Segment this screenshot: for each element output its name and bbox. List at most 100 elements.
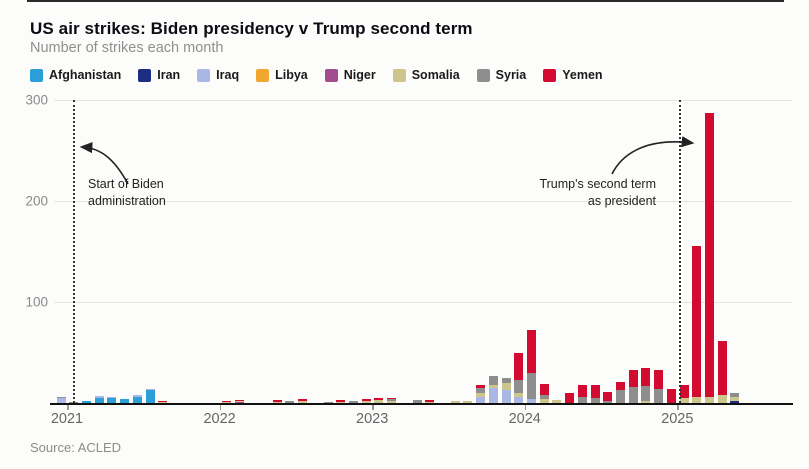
bar-2022-11-somalia (336, 401, 346, 403)
legend-item-afghanistan: Afghanistan (30, 68, 121, 82)
bar-2022-02-somalia (221, 401, 231, 403)
bar-2021-01-syria (56, 396, 66, 398)
bar-2024-08-syria (603, 400, 613, 403)
x-axis-tick-2023 (372, 405, 374, 410)
bar-2023-03-syria (387, 398, 397, 401)
bar-2023-05-syria (412, 399, 422, 403)
bar-2023-01-yemen (361, 398, 371, 401)
bar-2021-05-afghanistan (107, 397, 117, 403)
legend-swatch-icon (30, 68, 43, 82)
bar-2025-05-yemen (717, 341, 727, 395)
legend-swatch-icon (197, 68, 211, 82)
bar-2023-10-somalia (476, 392, 486, 397)
x-axis-tick-2024 (524, 405, 527, 410)
bar-2024-12-yemen (654, 369, 664, 389)
bar-2025-01-yemen (666, 388, 676, 403)
bar-2025-03-yemen (692, 246, 702, 397)
bar-2021-07-iraq (132, 394, 142, 397)
y-axis-label-200: 200 (25, 193, 48, 209)
x-axis-tick-2025 (677, 405, 679, 410)
legend-item-somalia: Somalia (392, 68, 460, 82)
legend-label: Afghanistan (49, 68, 122, 82)
legend-item-libya: Libya (256, 68, 308, 82)
legend-item-iraq: Iraq (197, 68, 239, 82)
bar-2023-08-somalia (450, 400, 460, 403)
bar-2021-09-yemen (158, 400, 168, 402)
source-note: Source: ACLED (30, 440, 122, 455)
bar-2022-10-syria (323, 401, 333, 403)
bar-2023-03-yemen (387, 397, 397, 399)
bar-2022-12-syria (348, 400, 358, 403)
bar-2023-10-yemen (476, 384, 486, 388)
legend: Afghanistan Iran Iraq Libya Niger Somalia Syri… (30, 68, 603, 82)
bar-2025-02-yemen (679, 384, 689, 398)
bar-2024-11-somalia (641, 400, 651, 403)
bar-2023-11-iraq (488, 387, 498, 403)
y-axis-label-300: 300 (25, 92, 48, 108)
chart-title: US air strikes: Biden presidency v Trump… (30, 19, 473, 39)
bar-2024-02-iraq (526, 398, 536, 403)
bar-2024-11-syria (641, 385, 651, 401)
bar-2024-07-syria (590, 397, 600, 403)
bar-2024-09-syria (615, 389, 625, 403)
bar-2025-06-iran (730, 400, 740, 403)
bar-2023-09-somalia (463, 400, 473, 403)
bar-2024-03-yemen (539, 383, 549, 395)
legend-swatch-icon (256, 68, 270, 82)
bar-2022-11-yemen (336, 399, 346, 402)
bar-2024-06-yemen (577, 384, 587, 397)
bar-2024-05-yemen (565, 392, 575, 403)
x-axis-label-2025: 2025 (661, 411, 694, 427)
legend-label: Iraq (216, 68, 240, 82)
legend-label: Niger (343, 68, 376, 82)
biden-term-start-line (73, 100, 75, 403)
gridline-200 (54, 201, 792, 202)
x-axis-label-2023: 2023 (356, 411, 389, 427)
bar-2022-06-yemen (272, 399, 282, 402)
bar-2021-08-afghanistan (145, 389, 155, 403)
trump-annotation: Trump's second term as president (516, 176, 656, 210)
trump-annotation-line2: as president (587, 194, 656, 208)
biden-annotation: Start of Biden administration (88, 176, 208, 210)
bar-2021-04-iraq (94, 395, 104, 398)
legend-label: Libya (275, 68, 308, 82)
bar-2021-01-iraq (56, 397, 66, 403)
bar-2022-03-niger (234, 401, 244, 403)
biden-annotation-line1: Start of Biden (88, 177, 164, 191)
x-axis-label-2024: 2024 (508, 411, 541, 427)
bar-2021-05-iraq (107, 396, 117, 398)
chart-subtitle: Number of strikes each month (30, 40, 224, 56)
y-axis-label-100: 100 (25, 294, 48, 310)
bar-2023-06-somalia (425, 401, 435, 403)
bar-2023-11-syria (488, 375, 498, 385)
bar-2025-03-somalia (692, 396, 702, 403)
bar-2021-07-afghanistan (132, 396, 142, 403)
legend-label: Syria (495, 68, 527, 82)
legend-swatch-icon (138, 68, 152, 82)
bar-2024-03-syria (539, 394, 549, 399)
bar-2025-04-yemen (704, 113, 714, 397)
legend-label: Yemen (562, 68, 603, 82)
gridline-300 (54, 100, 792, 101)
bar-2024-01-somalia (514, 392, 524, 397)
trump-term-start-line (679, 100, 681, 403)
legend-item-niger: Niger (324, 68, 376, 82)
bar-2024-10-yemen (628, 369, 638, 387)
x-axis-label-2022: 2022 (203, 411, 236, 427)
biden-annotation-line2: administration (88, 194, 166, 208)
bar-2023-11-somalia (488, 384, 498, 388)
bar-2024-03-somalia (539, 398, 549, 403)
bar-2023-03-somalia (387, 400, 397, 403)
bar-2025-05-somalia (717, 394, 727, 403)
bar-2022-03-yemen (234, 399, 244, 401)
bar-2021-08-iraq (145, 388, 155, 390)
bar-2022-03-somalia (234, 400, 244, 402)
bar-2024-02-yemen (526, 330, 536, 373)
bar-2021-04-afghanistan (94, 397, 104, 403)
gridline-100 (54, 302, 792, 303)
legend-swatch-icon (392, 68, 406, 82)
bar-2024-04-somalia (552, 399, 562, 403)
legend-swatch-icon (476, 68, 490, 82)
legend-label: Iran (157, 68, 181, 82)
